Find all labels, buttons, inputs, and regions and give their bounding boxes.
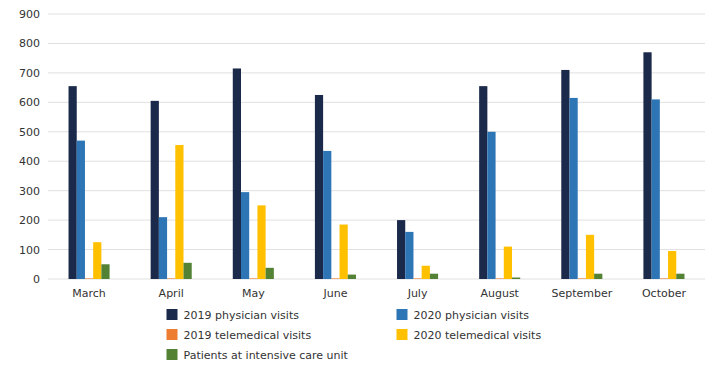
bar (331, 278, 339, 279)
bar (504, 247, 512, 279)
bar (348, 275, 356, 279)
legend-label: 2019 physician visits (184, 309, 300, 322)
bar (77, 141, 85, 279)
bar (233, 68, 241, 279)
x-tick-label: October (642, 287, 686, 300)
x-tick-label: June (322, 287, 347, 300)
bar (561, 70, 569, 279)
bar (479, 86, 487, 279)
bar (241, 192, 249, 279)
x-tick-label: April (159, 287, 184, 300)
bar (405, 232, 413, 279)
bar (397, 220, 405, 279)
grid-line (48, 102, 705, 103)
bar (422, 266, 430, 279)
bar (167, 278, 175, 279)
bar (93, 242, 101, 279)
y-tick-label: 200 (19, 214, 40, 227)
y-tick-label: 100 (19, 244, 40, 257)
y-axis: 0 100 200 300 400 500 600 700 800 900 (19, 8, 705, 286)
bar (323, 151, 331, 279)
bar (85, 278, 93, 279)
x-tick-label: September (551, 287, 612, 300)
bar (676, 274, 684, 279)
legend-label: 2019 telemedical visits (184, 329, 312, 342)
bar (430, 274, 438, 279)
y-tick-label: 600 (19, 96, 40, 109)
x-tick-label: July (407, 287, 428, 300)
bar (151, 101, 159, 279)
grid-line (48, 161, 705, 162)
bar (578, 278, 586, 279)
x-tick-label: March (72, 287, 106, 300)
bar (668, 251, 676, 279)
grid-line (48, 279, 705, 280)
legend-label: 2020 physician visits (414, 309, 530, 322)
bar (257, 205, 265, 279)
y-tick-label: 400 (19, 155, 40, 168)
legend-swatch (167, 329, 178, 340)
legend-swatch (397, 329, 408, 340)
grid-line (48, 14, 705, 15)
bar (266, 268, 274, 279)
bar (315, 95, 323, 279)
bar (413, 278, 421, 279)
chart: 0100200300400500600700800900MarchAprilMa… (0, 0, 717, 379)
bar (512, 278, 520, 279)
bar (159, 217, 167, 279)
bar (643, 52, 651, 279)
bar (496, 278, 504, 279)
bar (594, 274, 602, 279)
legend-swatch (167, 349, 178, 360)
x-tick-label: May (242, 287, 265, 300)
legend-label: Patients at intensive care unit (184, 349, 349, 362)
grid-line (48, 220, 705, 221)
bar (569, 98, 577, 279)
x-axis: March April May June July August September Octo… (72, 287, 686, 300)
legend: 2019 physician visits 2020 physician visi… (167, 309, 542, 362)
bar (69, 86, 77, 279)
bar (175, 145, 183, 279)
bar (660, 278, 668, 279)
grid-line (48, 249, 705, 250)
bar (586, 235, 594, 279)
grid-line (48, 43, 705, 44)
y-tick-label: 500 (19, 126, 40, 139)
y-tick-label: 300 (19, 185, 40, 198)
bars (69, 52, 685, 279)
grid-line (48, 131, 705, 132)
legend-swatch (397, 309, 408, 320)
bar (249, 278, 257, 279)
legend-swatch (167, 309, 178, 320)
y-tick-label: 800 (19, 37, 40, 50)
y-tick-label: 700 (19, 67, 40, 80)
bar (340, 225, 348, 279)
bar (487, 132, 495, 279)
bar (184, 263, 192, 279)
y-tick-label: 900 (19, 8, 40, 21)
bar (101, 264, 109, 279)
y-tick-label: 0 (33, 273, 40, 286)
grid-line (48, 190, 705, 191)
grid-line (48, 72, 705, 73)
x-tick-label: August (480, 287, 519, 300)
bar (652, 99, 660, 279)
legend-label: 2020 telemedical visits (414, 329, 542, 342)
